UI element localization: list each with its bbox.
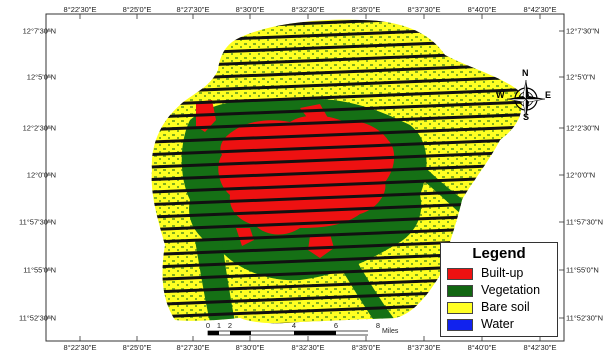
longitude-label-bottom-2: 8°27'30"E (176, 343, 210, 352)
latitude-label-left-0: 12°7'30"N (22, 26, 56, 36)
legend-item-built-up: Built-up (447, 266, 557, 282)
scale-label-0: 0 (205, 321, 211, 330)
hatch-stripe-6 (151, 87, 522, 107)
scale-label-2: 2 (227, 321, 233, 330)
legend-box: Legend Built-up Vegetation Bare soil Wat… (440, 242, 558, 337)
longitude-label-bottom-7: 8°40'0"E (467, 343, 497, 352)
east-letter: E (545, 90, 552, 100)
vegetation-corridor-east (410, 160, 470, 215)
latitude-label-right-0: 12°7'30"N (566, 26, 600, 36)
legend-item-bare-soil: Bare soil (447, 300, 557, 316)
longitude-label-bottom-8: 8°42'30"E (523, 343, 557, 352)
longitude-label-bottom-5: 8°35'0"E (351, 343, 381, 352)
latitude-label-right-1: 12°5'0"N (566, 72, 596, 82)
hatch-stripe-10 (151, 137, 522, 157)
longitude-label-bottom-0: 8°22'30"E (63, 343, 97, 352)
longitude-label-bottom-4: 8°32'30"E (291, 343, 325, 352)
legend-swatch-water (447, 319, 473, 331)
longitude-label-top-0: 8°22'30"E (63, 5, 97, 14)
legend-label-bare-soil: Bare soil (481, 300, 530, 314)
latitude-label-left-5: 11°55'0"N (23, 265, 56, 275)
scale-bar: 0 1 2 4 6 8 Miles (198, 321, 398, 341)
scale-bar-graphic (207, 330, 368, 336)
legend-swatch-bare-soil (447, 302, 473, 314)
latitude-label-right-5: 11°55'0"N (566, 265, 599, 275)
legend-title: Legend (472, 245, 526, 262)
longitude-label-top-8: 8°42'30"E (523, 5, 557, 14)
latitude-label-left-6: 11°52'30"N (19, 313, 56, 323)
compass-rose-icon (506, 79, 546, 119)
hatch-stripe-9 (151, 125, 522, 144)
north-arrow: N S W E (496, 68, 551, 124)
hatch-stripe-13 (151, 175, 522, 194)
longitude-label-top-7: 8°40'0"E (467, 5, 497, 14)
legend-label-water: Water (481, 317, 514, 331)
map-frame (45, 13, 565, 342)
hatch-stripe-12 (151, 162, 522, 182)
longitude-label-top-4: 8°32'30"E (291, 5, 325, 14)
west-letter: W (496, 90, 505, 100)
latitude-label-left-3: 12°0'0"N (26, 170, 56, 180)
built-up-south (308, 234, 334, 258)
latitude-label-left-4: 11°57'30"N (19, 217, 56, 227)
latitude-label-left-2: 12°2'30"N (22, 123, 56, 133)
longitude-label-top-5: 8°35'0"E (351, 5, 381, 14)
longitude-label-bottom-6: 8°37'30"E (407, 343, 441, 352)
latitude-label-right-6: 11°52'30"N (566, 313, 603, 323)
latitude-label-right-3: 12°0'0"N (566, 170, 596, 180)
vegetation-corridor-southeast (330, 250, 395, 322)
scale-label-1: 1 (216, 321, 222, 330)
longitude-label-top-1: 8°25'0"E (122, 5, 152, 14)
scale-unit-label: Miles (382, 328, 399, 335)
legend-item-water: Water (447, 317, 557, 333)
legend-item-vegetation: Vegetation (447, 283, 557, 299)
legend-label-built-up: Built-up (481, 266, 524, 280)
hatch-stripe-11 (151, 150, 522, 169)
longitude-label-top-3: 8°30'0"E (235, 5, 265, 14)
latitude-label-left-1: 12°5'0"N (26, 72, 56, 82)
longitude-label-top-6: 8°37'30"E (407, 5, 441, 14)
legend-swatch-vegetation (447, 285, 473, 297)
scale-label-4: 4 (291, 321, 297, 330)
hatch-stripe-5 (151, 75, 522, 94)
longitude-label-top-2: 8°27'30"E (176, 5, 210, 14)
longitude-label-bottom-3: 8°30'0"E (235, 343, 265, 352)
latitude-label-right-4: 11°57'30"N (566, 217, 603, 227)
scale-label-6: 6 (333, 321, 339, 330)
legend-swatch-built-up (447, 268, 473, 280)
graticule-ticks (46, 14, 564, 341)
longitude-label-bottom-1: 8°25'0"E (122, 343, 152, 352)
scale-label-8: 8 (375, 321, 381, 330)
legend-label-vegetation: Vegetation (481, 283, 541, 297)
hatch-stripe-7 (151, 100, 522, 119)
north-letter: N (522, 68, 529, 78)
latitude-label-right-2: 12°2'30"N (566, 123, 600, 133)
hatch-stripe-8 (151, 112, 522, 132)
